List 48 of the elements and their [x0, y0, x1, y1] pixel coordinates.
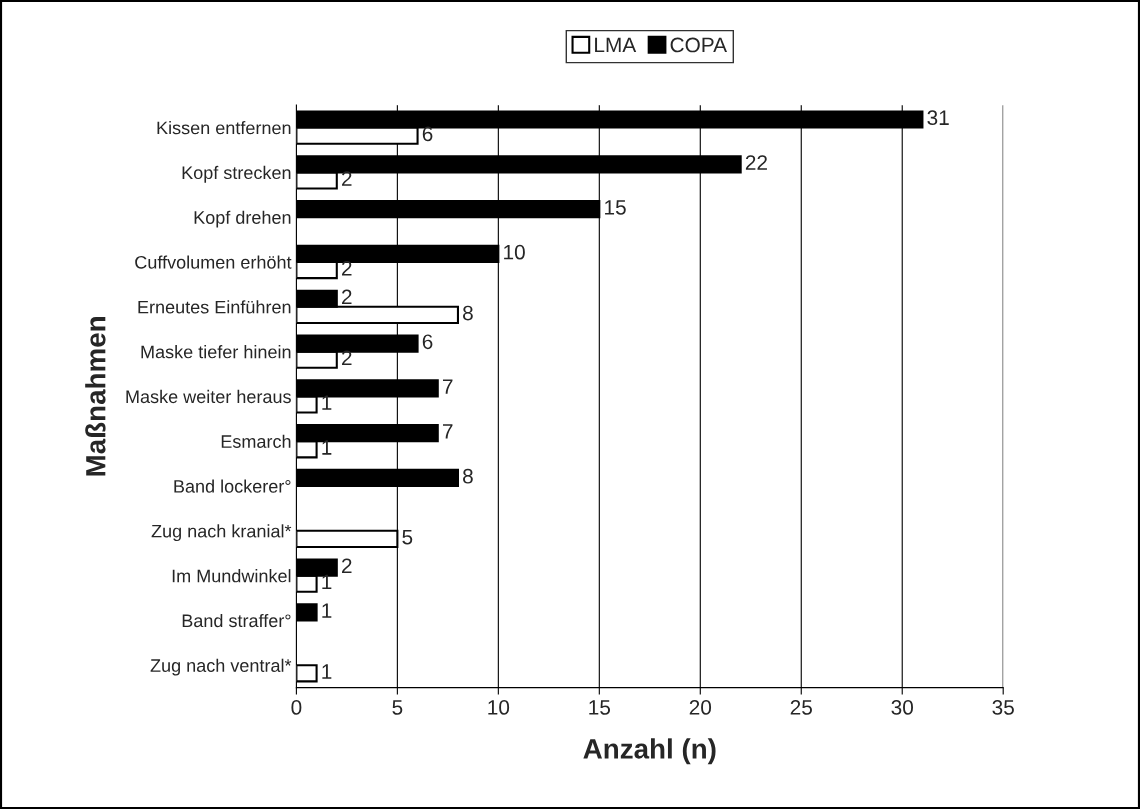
y-tick-label: Zug nach kranial*	[151, 524, 292, 542]
y-tick-label: Kopf drehen	[194, 210, 291, 228]
x-tick-label: 35	[992, 700, 1014, 715]
x-tick-label: 10	[488, 700, 510, 715]
data-label: 6	[422, 126, 433, 142]
bar	[296, 664, 318, 683]
data-label: 1	[322, 574, 332, 590]
y-tick-label: Kissen entfernen	[157, 121, 291, 135]
legend-label: LMA	[595, 37, 637, 53]
y-tick-label: Band straffer°	[182, 613, 291, 628]
y-tick-label: Zug nach ventral*	[150, 658, 292, 676]
data-label: 2	[342, 558, 352, 573]
y-tick-label: Cuffvolumen erhöht	[135, 255, 292, 269]
x-tick-label: 20	[689, 700, 712, 715]
data-label: 5	[402, 529, 413, 545]
data-label: 8	[463, 468, 473, 484]
data-label: 8	[463, 305, 473, 321]
x-axis-title: Anzahl (n)	[583, 738, 716, 765]
data-label: 2	[342, 289, 352, 305]
data-label: 2	[342, 350, 352, 366]
data-label: 31	[927, 110, 949, 126]
x-tick-label: 30	[891, 700, 913, 715]
x-tick-label: 15	[589, 700, 611, 715]
bar	[296, 603, 318, 622]
data-label: 10	[504, 244, 525, 260]
data-label: 1	[322, 664, 332, 679]
x-tick-label: 0	[291, 700, 302, 715]
data-label: 2	[342, 171, 352, 186]
data-label: 1	[322, 440, 332, 455]
data-label: 7	[442, 424, 453, 439]
y-tick-label: Band lockerer°	[174, 479, 291, 493]
data-label: 7	[442, 379, 453, 394]
y-tick-label: Kopf strecken	[182, 165, 291, 183]
data-label: 15	[605, 200, 626, 215]
x-tick-label: 25	[790, 700, 812, 715]
y-tick-label: Esmarch	[221, 434, 291, 448]
y-tick-label: Erneutes Einführen	[138, 300, 291, 314]
data-label: 1	[322, 395, 332, 410]
y-tick-label: Maske weiter heraus	[126, 389, 291, 404]
y-axis-title: Maßnahmen	[85, 317, 106, 476]
data-label: 6	[422, 334, 433, 350]
data-label: 2	[342, 260, 352, 276]
y-tick-label: Maske tiefer hinein	[141, 345, 291, 359]
y-tick-label: Im Mundwinkel	[172, 569, 291, 583]
legend-label: COPA	[670, 37, 728, 53]
x-tick-label: 5	[392, 700, 403, 715]
data-label: 22	[745, 155, 767, 170]
data-label: 1	[322, 603, 332, 618]
